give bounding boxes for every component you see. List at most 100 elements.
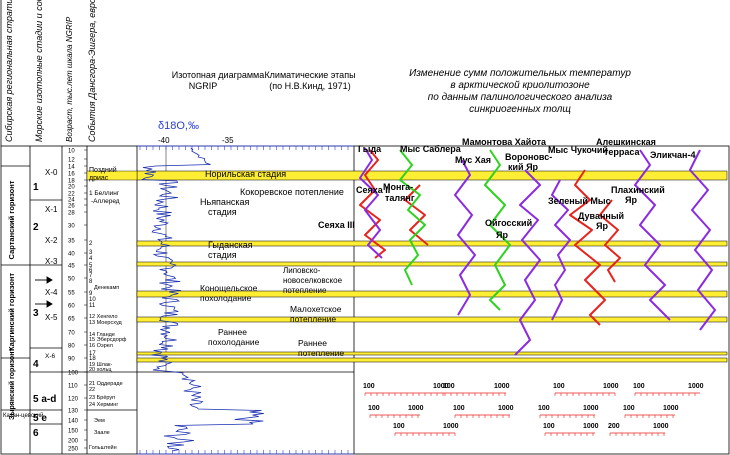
event-label: 24 Херминг [89, 402, 118, 408]
site-label: Эликчан-4 [650, 150, 695, 160]
scale-label: 100 [453, 405, 465, 412]
site-label: Сеяха III [318, 220, 355, 230]
event-label: 22 [89, 387, 95, 393]
axis-m35: -35 [222, 136, 234, 145]
event-label: 4 [89, 256, 93, 262]
right-title-3: по данным палинологического анализа [428, 92, 613, 103]
curve-alyoshkinskaya [634, 149, 671, 321]
scale-label: 1000 [583, 405, 599, 412]
age-tick-label: 110 [68, 384, 78, 390]
curve-seyakha [359, 147, 383, 259]
event-label: Заале [94, 430, 110, 436]
age-tick-label: 10 [68, 149, 75, 155]
age-tick-label: 28 [68, 211, 75, 217]
age-tick-label: 70 [68, 331, 75, 337]
age-tick-label: 14 [68, 165, 75, 171]
substage-x5: X-5 [45, 313, 58, 322]
scale-label: 100 [393, 423, 405, 430]
stage-1: 1 [33, 182, 39, 193]
scale-label: 1000 [653, 423, 669, 430]
age-tick-label: 18 [68, 179, 75, 185]
heinrich-events: X-0 X-1 X-2 X-3 X-4 X-5 X-6 [45, 168, 58, 360]
event-label: Поздний [89, 166, 117, 174]
header-age: Возраст, тыс.лет шкала NGRIP [65, 16, 74, 142]
band [136, 290, 728, 298]
climate-stage-label: Конощельское [200, 283, 258, 293]
temperature-curves [359, 147, 716, 356]
curve-sablera [399, 149, 426, 286]
stage-5ad: 5 a-d [33, 394, 56, 405]
scale-label: 1000 [663, 405, 679, 412]
curve-duvanny [569, 169, 606, 326]
site-label: Дуванный [578, 211, 624, 221]
site-label: Мамонтова Хайота [462, 137, 547, 147]
site-label: Вороновс- [505, 152, 552, 162]
horizon-sartan: Сартанский горизонт [7, 180, 16, 259]
climate-title: Климатические этапы [264, 70, 355, 80]
age-tick-label: 24 [68, 198, 75, 204]
age-tick-label: 30 [68, 224, 75, 230]
event-label: -Аллеред [91, 198, 120, 205]
kazantsev-label: Казан-цевский [3, 412, 43, 419]
scale-label: 100 [553, 383, 565, 390]
climate-stage-label: похолодание [208, 337, 260, 347]
age-tick-label: 26 [68, 204, 75, 210]
band [136, 261, 728, 267]
right-title-2: в арктической криолитозоне [450, 80, 590, 91]
curve-chukochy [551, 179, 571, 321]
site-label: кий Яр [508, 162, 539, 172]
event-label: 7 [89, 273, 93, 279]
column-headers: Сибирская региональная стратиграфическая… [4, 0, 97, 142]
stadial-bands [86, 170, 728, 363]
header-events: События Дансгора-Эшгера, европейск. стра… [87, 0, 97, 142]
event-label: 16 Оэрел [89, 343, 113, 349]
band [136, 351, 728, 356]
site-label: Ойгосский [485, 218, 532, 228]
climate-stage-label: Кокоревское потепление [240, 187, 344, 197]
stage-6: 6 [33, 428, 39, 439]
scale-label: 1000 [583, 423, 599, 430]
age-tick-label: 250 [68, 447, 79, 453]
age-tick-label: 80 [68, 344, 75, 350]
substage-x0: X-0 [45, 168, 58, 177]
curve-elikchan [689, 149, 716, 331]
event-label: 6 [89, 268, 93, 274]
event-label: 9 [89, 291, 93, 297]
site-label: талянг [385, 193, 415, 203]
band [86, 170, 138, 181]
event-label: Гольштейн [89, 444, 117, 451]
age-tick-label: 65 [68, 317, 75, 323]
event-label: 2 [89, 241, 93, 247]
event-label: 18 [89, 356, 96, 362]
horizon-kargin: Каргинский горизонт [7, 273, 16, 351]
isotope-subtitle: NGRIP [189, 81, 218, 91]
event-label: 13 Моерсхуд [89, 320, 123, 326]
header-regional: Сибирская региональная стратиграфическая… [4, 0, 14, 142]
climate-stage-label: Раннее [218, 327, 247, 337]
scale-label: 1000 [603, 383, 619, 390]
age-tick-label: 12 [68, 158, 75, 164]
delta-label: δ18O,‰ [158, 120, 199, 132]
site-label: Яр [596, 221, 608, 231]
site-label: терраса [604, 147, 641, 157]
climate-stage-label: потепление [298, 348, 344, 358]
substage-x6: X-6 [45, 353, 56, 360]
climate-stage-label: Гыданская [208, 240, 253, 250]
site-label: Гыда [358, 144, 382, 154]
band [136, 240, 728, 247]
site-label: Мыс Чукочий [548, 145, 608, 155]
age-tick-label: 45 [68, 264, 75, 270]
scale-label: 200 [608, 423, 620, 430]
isotope-curve [140, 147, 264, 452]
scale-label: 1000 [688, 383, 704, 390]
band [136, 316, 728, 323]
curve-gyda [359, 149, 386, 259]
event-label: Денекамп [94, 285, 119, 291]
stage-4: 4 [33, 359, 39, 370]
age-tick-label: 50 [68, 277, 75, 283]
age-tick-label: 20 [68, 185, 75, 191]
header-marine: Морские изотопные стадии и события Хайнр… [34, 0, 44, 142]
scale-label: 1000 [443, 423, 459, 430]
